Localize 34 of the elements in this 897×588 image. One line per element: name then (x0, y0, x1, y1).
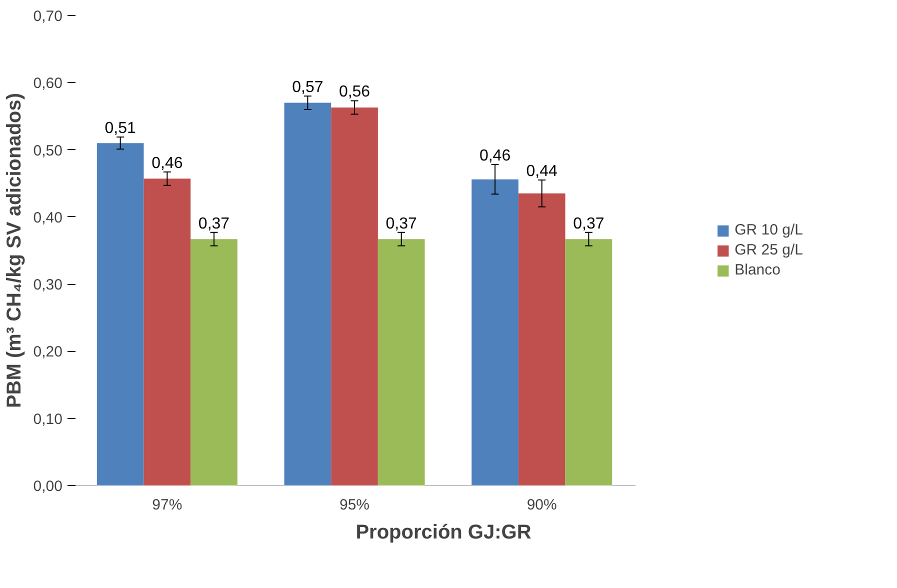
y-tick-label: 0,30 (33, 276, 63, 294)
y-axis-title: PBM (m³ CH₄/kg SV adicionados) (3, 92, 26, 408)
x-tick-label: 95% (340, 496, 370, 514)
bar (378, 239, 425, 486)
x-tick-label: 97% (152, 496, 182, 514)
data-label: 0,37 (573, 215, 604, 232)
y-tick-label: 0,60 (33, 75, 63, 92)
y-tick-label: 0,50 (33, 142, 63, 160)
bar (284, 102, 332, 486)
bar (331, 107, 378, 486)
legend-label: GR 10 g/L (734, 222, 803, 238)
data-label: 0,37 (198, 215, 230, 232)
bar (96, 143, 144, 486)
data-label: 0,51 (104, 120, 136, 137)
data-label: 0,37 (386, 215, 418, 232)
y-tick-label: 0,20 (33, 344, 63, 361)
data-label: 0,57 (292, 79, 324, 96)
x-axis-title: Proporción GJ:GR (356, 522, 532, 544)
data-label: 0,46 (479, 148, 511, 165)
legend-label: GR 25 g/L (734, 242, 803, 258)
y-tick-label: 0,40 (33, 209, 63, 226)
bar (190, 239, 238, 486)
y-tick-label: 0,70 (33, 8, 63, 25)
data-label: 0,56 (338, 84, 370, 101)
bar (472, 179, 518, 486)
data-label: 0,46 (152, 154, 183, 172)
bar (144, 178, 191, 486)
y-tick-label: 0,00 (33, 478, 63, 495)
bar (518, 193, 566, 486)
x-tick-label: 90% (526, 496, 557, 514)
y-tick-label: 0,10 (33, 410, 63, 428)
bar (565, 239, 612, 486)
data-label: 0,44 (526, 162, 558, 180)
legend-label: Blanco (734, 262, 780, 278)
